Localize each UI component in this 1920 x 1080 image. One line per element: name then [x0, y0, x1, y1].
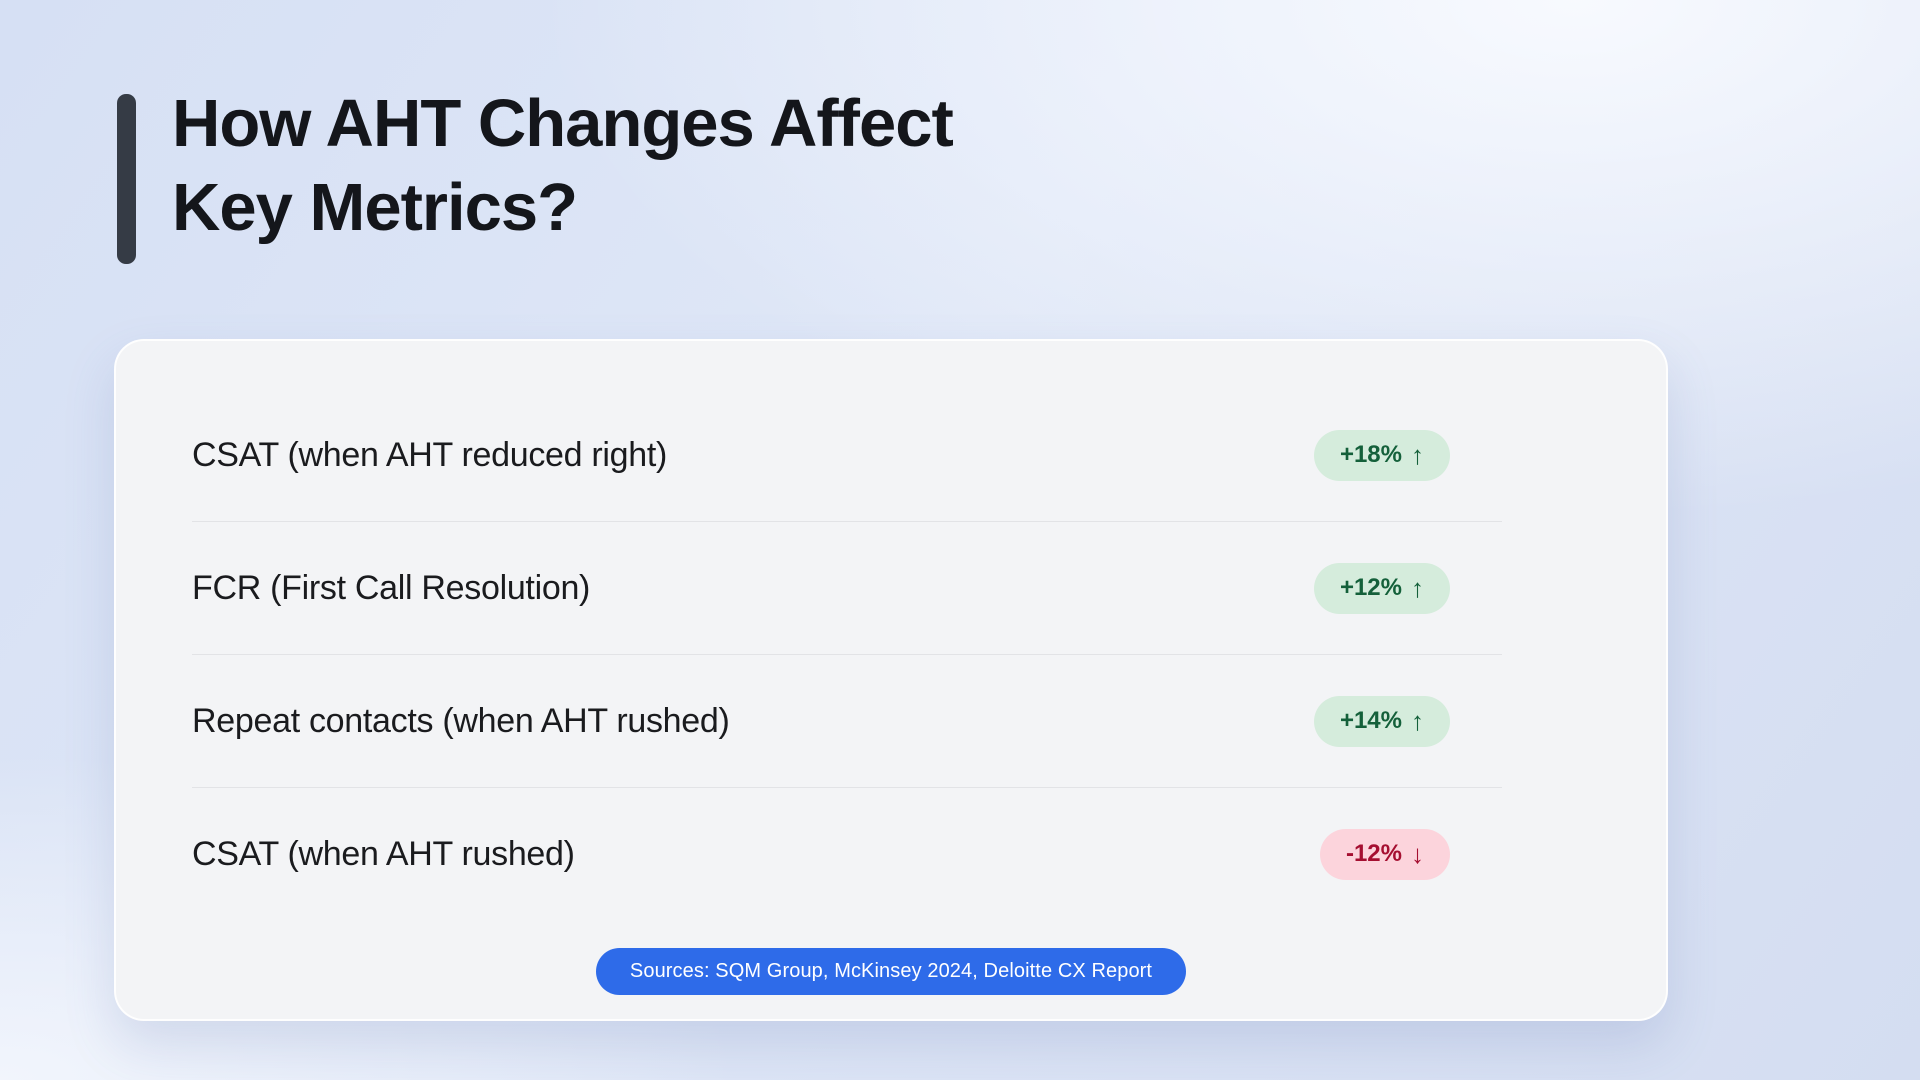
trend-badge: +14% ↑	[1313, 695, 1450, 747]
metrics-card: CSAT (when AHT reduced right) +18% ↑ FCR…	[114, 339, 1668, 1021]
up-arrow-icon: ↑	[1411, 705, 1424, 736]
metric-label: CSAT (when AHT rushed)	[192, 834, 575, 873]
metric-row: Repeat contacts (when AHT rushed) +14% ↑	[192, 655, 1502, 788]
trend-value: +18%	[1339, 441, 1402, 468]
trend-badge: +18% ↑	[1313, 429, 1450, 481]
metric-row: CSAT (when AHT rushed) -12% ↓	[192, 788, 1502, 920]
trend-badge: +12% ↑	[1313, 562, 1450, 614]
metric-label: CSAT (when AHT reduced right)	[192, 435, 668, 474]
metric-label: Repeat contacts (when AHT rushed)	[192, 701, 730, 740]
title-accent-bar	[117, 94, 136, 264]
down-arrow-icon: ↓	[1411, 838, 1424, 869]
metric-row: FCR (First Call Resolution) +12% ↑	[192, 522, 1502, 655]
trend-value: -12%	[1345, 840, 1402, 867]
up-arrow-icon: ↑	[1411, 572, 1424, 603]
trend-value: +12%	[1339, 574, 1402, 601]
metric-row: CSAT (when AHT reduced right) +18% ↑	[192, 389, 1502, 522]
trend-value: +14%	[1339, 707, 1402, 734]
metrics-list: CSAT (when AHT reduced right) +18% ↑ FCR…	[116, 341, 1666, 920]
title-block: How AHT Changes Affect Key Metrics?	[117, 82, 954, 264]
sources-row: Sources: SQM Group, McKinsey 2024, Deloi…	[116, 948, 1666, 995]
sources-pill: Sources: SQM Group, McKinsey 2024, Deloi…	[595, 948, 1187, 995]
trend-badge: -12% ↓	[1319, 828, 1450, 880]
up-arrow-icon: ↑	[1411, 439, 1424, 470]
page-title-line1: How AHT Changes Affect	[172, 86, 954, 161]
metric-label: FCR (First Call Resolution)	[192, 568, 591, 607]
page-title-line2: Key Metrics?	[172, 170, 578, 245]
page-title: How AHT Changes Affect Key Metrics?	[172, 82, 954, 264]
